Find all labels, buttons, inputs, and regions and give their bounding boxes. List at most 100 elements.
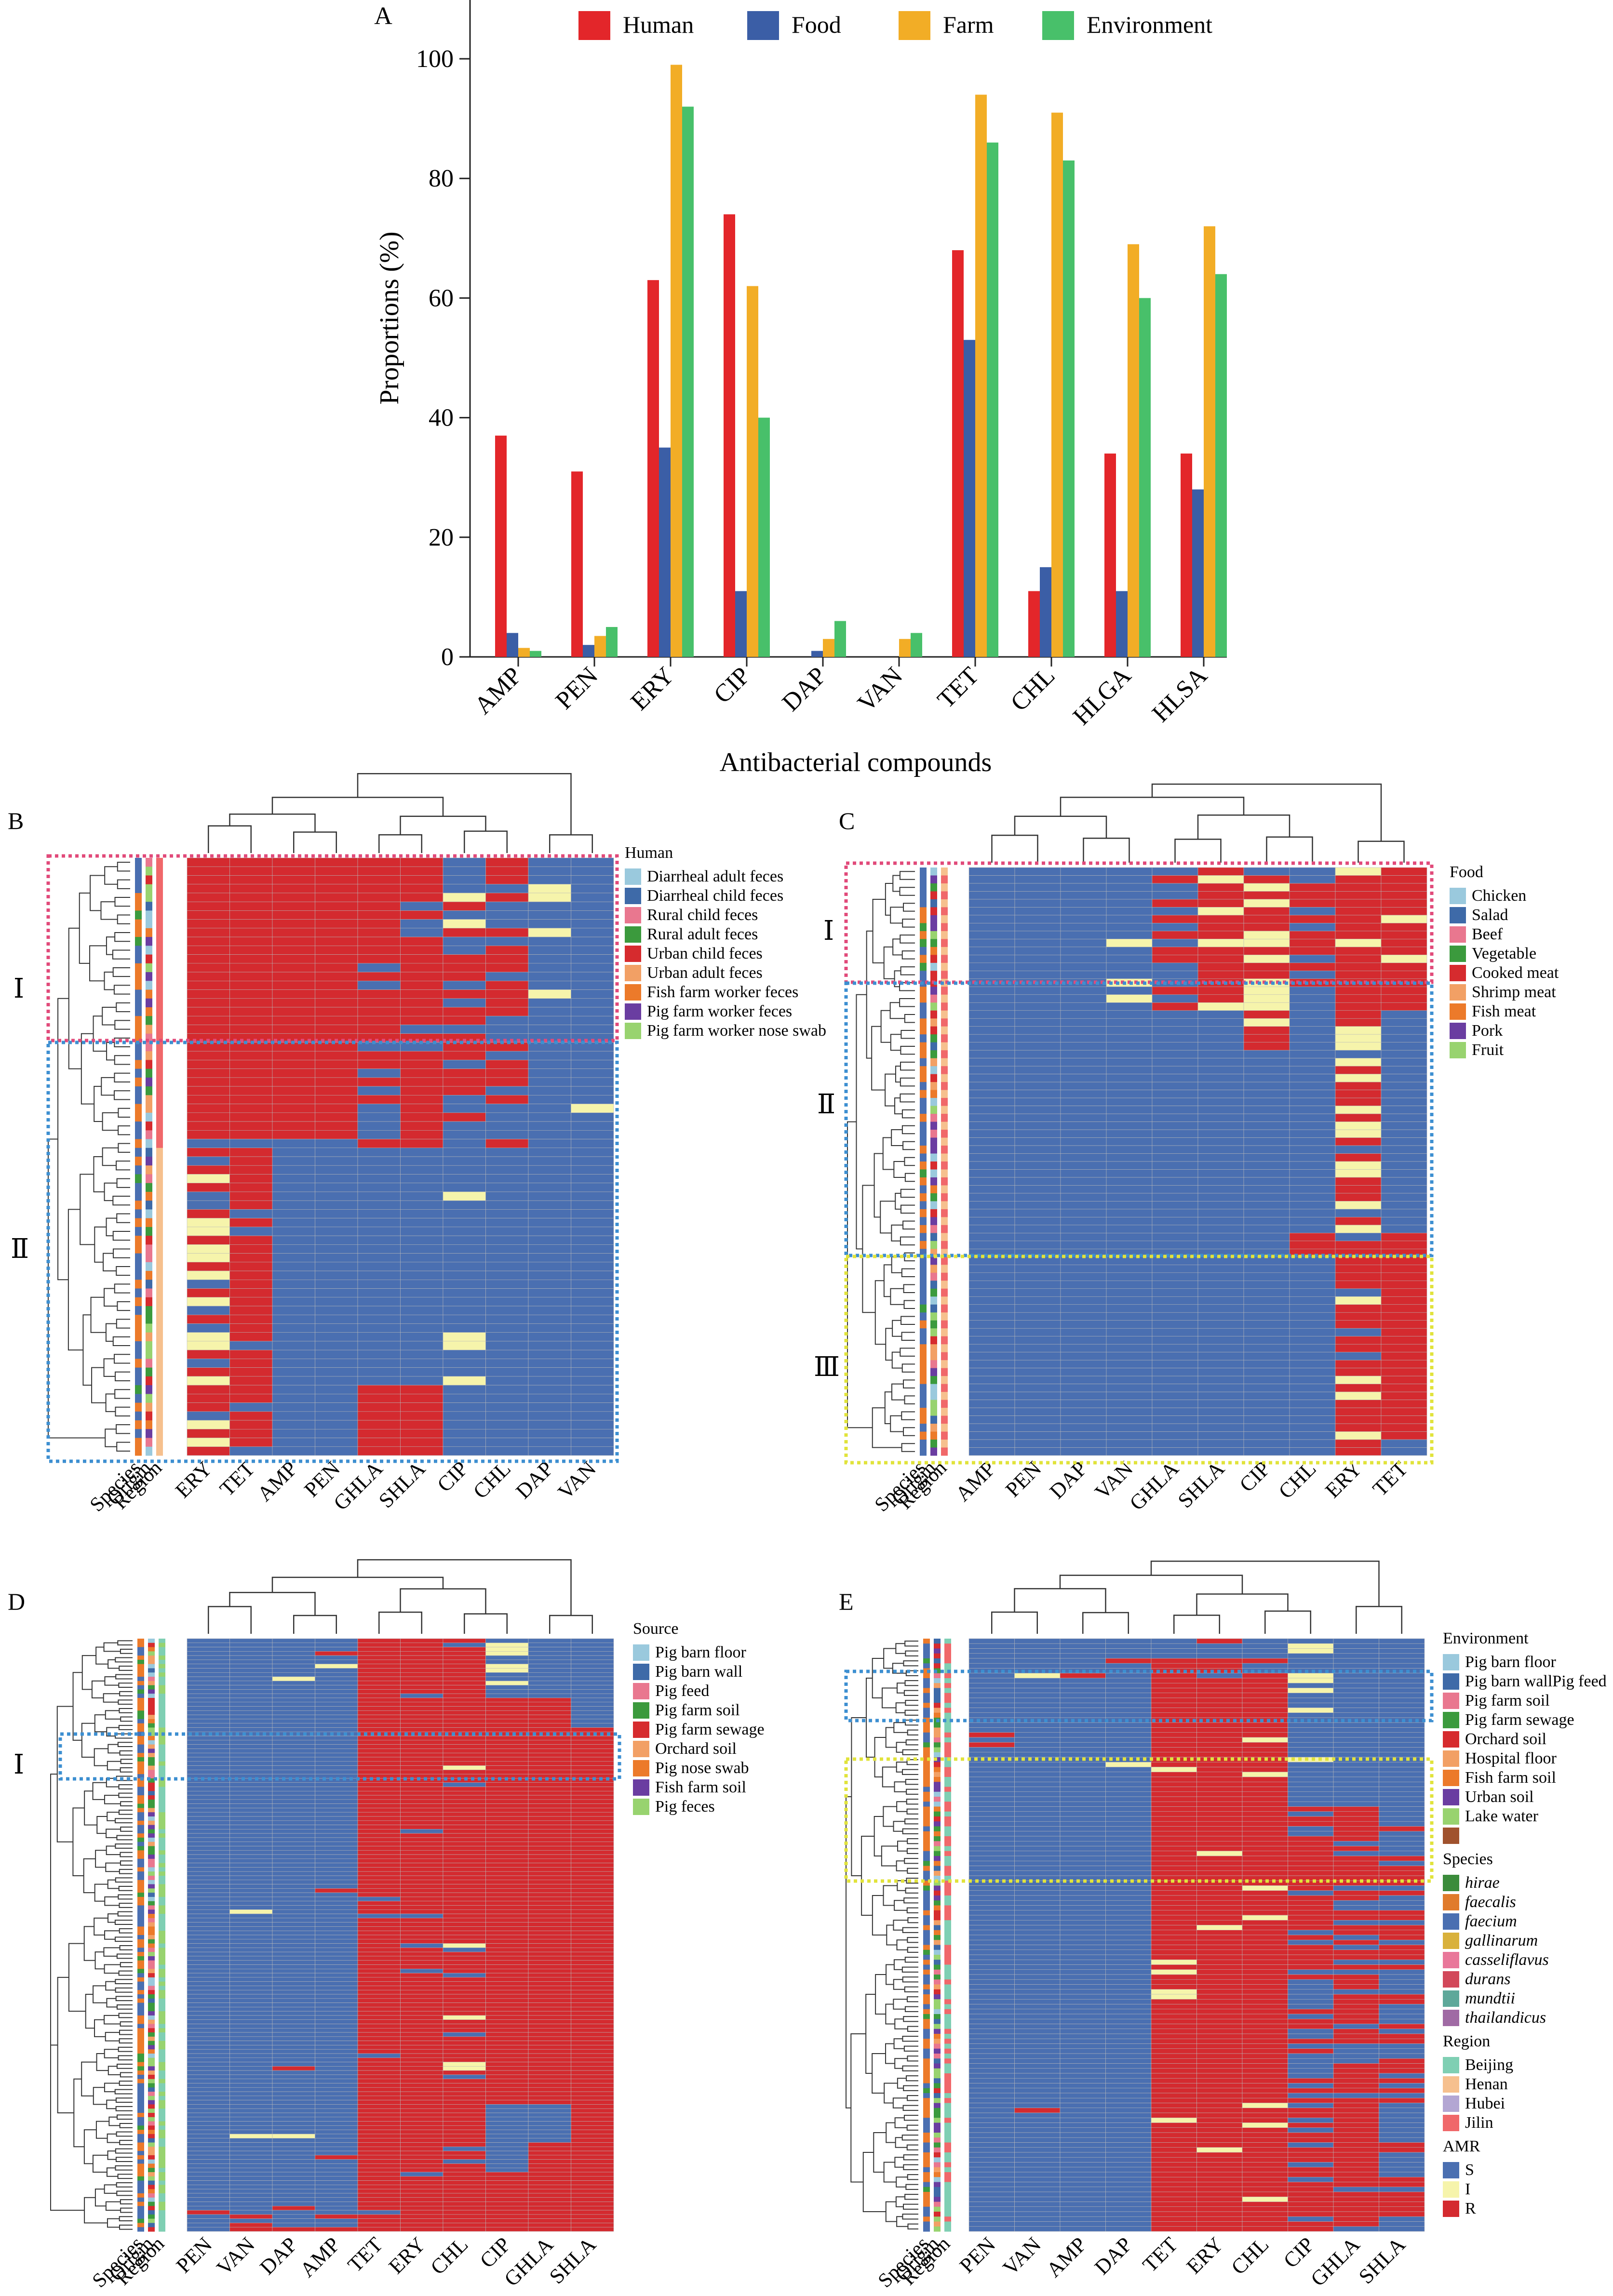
- heatmap-cell: [1105, 1801, 1152, 1807]
- origin-cell: [934, 1826, 941, 1832]
- heatmap-cell: [1060, 1352, 1107, 1361]
- heatmap-cell: [443, 2057, 486, 2062]
- heatmap-cell: [485, 1761, 529, 1766]
- heatmap-cell: [272, 901, 315, 911]
- heatmap-cell: [1105, 1787, 1152, 1792]
- bar-farm-cip: [747, 286, 758, 657]
- heatmap-cell: [272, 1139, 315, 1148]
- species-cell: [920, 1344, 927, 1353]
- dendrogram-branch: [113, 985, 130, 995]
- dendrogram-branch: [1266, 836, 1313, 863]
- species-cell: [135, 1323, 142, 1333]
- heatmap-cell: [528, 2197, 571, 2202]
- heatmap-cell: [485, 1901, 529, 1906]
- origin-cell: [148, 1876, 155, 1881]
- dendrogram-branch: [116, 1213, 130, 1223]
- heatmap-cell: [528, 1095, 571, 1104]
- heatmap-cell: [968, 1320, 1015, 1329]
- region-cell: [941, 1312, 948, 1321]
- heatmap-cell: [187, 1875, 230, 1881]
- heatmap-cell: [528, 2070, 571, 2075]
- heatmap-cell: [187, 1095, 230, 1104]
- heatmap-cell: [1335, 1066, 1382, 1074]
- heatmap-cell: [229, 1659, 273, 1665]
- heatmap-cell: [357, 893, 401, 902]
- heatmap-cell: [400, 1420, 444, 1429]
- region-cell: [156, 1315, 163, 1324]
- heatmap-cell: [400, 1913, 444, 1919]
- heatmap-cell: [400, 2197, 444, 2202]
- heatmap-cell: [187, 875, 230, 885]
- species-cell: [137, 1668, 144, 1673]
- origin-cell: [146, 1209, 152, 1219]
- heatmap-cell: [187, 1376, 230, 1386]
- dendrogram-branch: [119, 2216, 133, 2222]
- heatmap-cell: [315, 1812, 358, 1817]
- heatmap-cell: [968, 971, 1015, 979]
- heatmap-cell: [1381, 1010, 1427, 1019]
- heatmap-cell: [315, 2210, 358, 2215]
- heatmap-cell: [315, 1913, 358, 1919]
- heatmap-cell: [571, 2150, 614, 2156]
- heatmap-cell: [357, 1863, 401, 1868]
- region-cell: [159, 1901, 165, 1906]
- origin-cell: [934, 1703, 941, 1708]
- heatmap-cell: [1014, 1447, 1061, 1456]
- heatmap-cell: [1289, 923, 1336, 932]
- heatmap-cell: [1014, 1791, 1061, 1797]
- species-cell: [137, 1664, 144, 1669]
- heatmap-cell: [187, 884, 230, 894]
- species-cell: [923, 1811, 930, 1817]
- region-cell: [159, 2125, 165, 2130]
- heatmap-cell: [315, 1060, 358, 1069]
- heatmap-cell: [571, 866, 614, 876]
- heatmap-cell: [968, 1905, 1015, 1911]
- dendrogram-branch: [94, 1917, 108, 1936]
- heatmap-cell: [1243, 923, 1290, 932]
- heatmap-cell: [968, 1304, 1015, 1313]
- heatmap-cell: [528, 1262, 571, 1271]
- species-cell: [137, 2113, 144, 2118]
- origin-cell: [934, 2063, 941, 2069]
- heatmap-cell: [1289, 1042, 1336, 1051]
- species-cell: [920, 1384, 927, 1392]
- heatmap-cell: [357, 2125, 401, 2130]
- region-cell: [941, 1146, 948, 1154]
- heatmap-cell: [571, 1863, 614, 1868]
- heatmap-cell: [357, 2024, 401, 2029]
- origin-cell: [934, 1777, 941, 1782]
- region-cell: [159, 1977, 165, 1982]
- heatmap-cell: [571, 1930, 614, 1936]
- heatmap-cell: [528, 1244, 571, 1254]
- heatmap-cell: [1197, 1169, 1244, 1178]
- heatmap-cell: [229, 1880, 273, 1884]
- heatmap-cell: [315, 1749, 358, 1753]
- heatmap-cell: [528, 1420, 571, 1429]
- heatmap-cell: [187, 1042, 230, 1052]
- origin-cell: [146, 1288, 152, 1298]
- heatmap-cell: [1197, 1185, 1244, 1194]
- origin-cell: [934, 1673, 941, 1679]
- heatmap-cell: [968, 2058, 1015, 2064]
- heatmap-cell: [1014, 1288, 1061, 1297]
- origin-cell: [148, 1825, 155, 1829]
- heatmap-cell: [443, 1808, 486, 1813]
- heatmap-cell: [400, 1183, 444, 1192]
- region-cell: [159, 1698, 165, 1703]
- species-cell: [920, 1217, 927, 1226]
- dendrogram-branch: [891, 1383, 905, 1401]
- region-cell: [941, 1424, 948, 1432]
- heatmap-cell: [1014, 1989, 1061, 1995]
- species-cell: [923, 1653, 930, 1659]
- heatmap-cell: [1335, 1336, 1382, 1345]
- legend-item-label: Vegetable: [1472, 945, 1536, 962]
- heatmap-cell: [1105, 2132, 1152, 2138]
- heatmap-cell: [1243, 1233, 1290, 1241]
- species-cell: [137, 1850, 144, 1855]
- region-cell: [944, 1831, 951, 1837]
- region-cell: [944, 2019, 951, 2024]
- heatmap-cell: [443, 1922, 486, 1927]
- heatmap-cell: [400, 1402, 444, 1412]
- heatmap-cell: [443, 1909, 486, 1914]
- heatmap-cell: [272, 1664, 315, 1669]
